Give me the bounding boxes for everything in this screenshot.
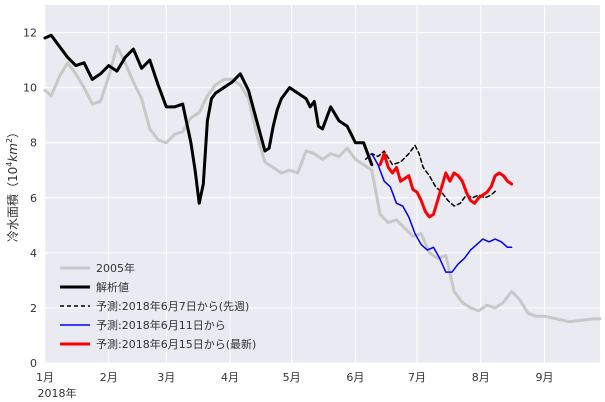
series-layer [43,33,602,324]
x-tick-labels: 1月 2月 3月 4月 5月 6月 7月 8月 9月 [36,371,554,384]
x-tick-label: 3月 [157,371,175,384]
x-tick-label: 2月 [100,371,118,384]
y-tick-label: 6 [30,192,37,205]
x-tick-label: 9月 [536,371,554,384]
y-tick-labels: 0 2 4 6 8 10 12 [23,27,37,370]
series-line-2 [364,144,498,207]
y-axis-label-unit-exp: 2 [5,138,14,143]
y-axis-label-unit: km [6,143,20,162]
y-tick-label: 10 [23,82,37,95]
series-line-4 [378,152,514,219]
y-axis-label-prefix: 冷水面積（10 [5,167,20,242]
legend-label-4: 予測:2018年6月15日から(最新) [96,337,256,351]
y-tick-label: 2 [30,302,37,315]
legend-label-0: 2005年 [96,261,135,275]
x-tick-label: 8月 [472,371,490,384]
legend-label-3: 予測:2018年6月11日から [96,318,226,332]
y-tick-label: 8 [30,137,37,150]
x-tick-label: 5月 [283,371,301,384]
legend-label-1: 解析値 [96,280,129,294]
y-tick-label: 0 [30,357,37,370]
x-tick-label: 6月 [346,371,364,384]
y-axis-label-exp: 4 [5,162,14,167]
series-line-3 [371,152,513,273]
x-tick-label: 4月 [221,371,239,384]
series-line-1 [43,33,374,205]
y-axis-label: 冷水面積（104km2） [5,126,20,242]
y-tick-label: 4 [30,247,37,260]
plot-background [45,5,600,363]
x-tick-label: 1月 [36,371,54,384]
series-line-0 [43,44,602,324]
y-tick-label: 12 [23,27,37,40]
year-label: 2018年 [38,386,77,400]
legend-label-2: 予測:2018年6月7日から(先週) [96,299,249,313]
x-tick-label: 7月 [408,371,426,384]
y-axis-label-suffix: ） [6,126,20,138]
